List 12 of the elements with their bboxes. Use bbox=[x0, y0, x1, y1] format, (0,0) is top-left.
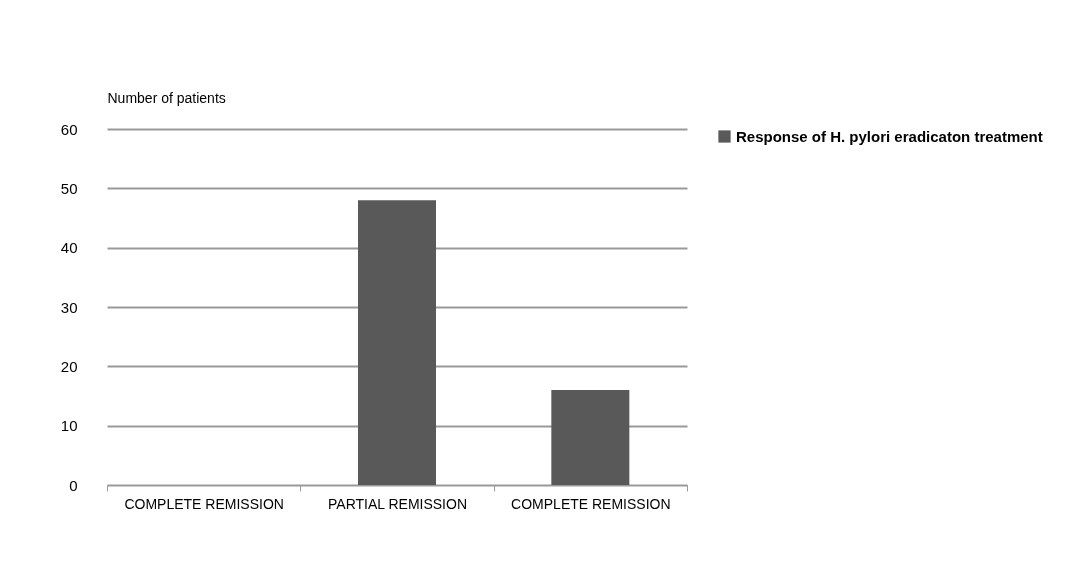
x-tick-label: COMPLETE REMISSION bbox=[511, 495, 671, 512]
y-tick-label: 30 bbox=[60, 298, 78, 316]
y-tick-label: 40 bbox=[60, 239, 78, 257]
y-tick-label: 50 bbox=[60, 179, 78, 197]
y-tick-label: 0 bbox=[69, 476, 78, 494]
y-tick-label: 20 bbox=[60, 357, 78, 375]
x-tick-label: PARTIAL REMISSION bbox=[328, 495, 467, 512]
legend-label: Response of H. pylori eradicaton treatment bbox=[736, 127, 1043, 145]
y-axis-title: Number of patients bbox=[107, 89, 226, 106]
y-tick-label: 10 bbox=[60, 417, 78, 435]
x-tick-label: COMPLETE REMISSION bbox=[124, 495, 284, 512]
y-tick-label: 60 bbox=[60, 120, 78, 138]
